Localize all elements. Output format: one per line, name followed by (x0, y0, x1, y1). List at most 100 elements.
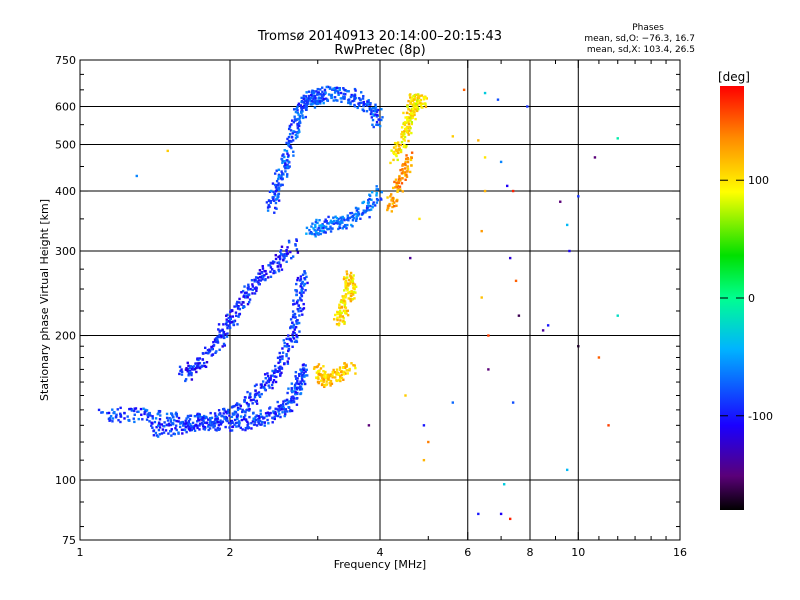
scatter-point (234, 421, 238, 425)
scatter-point (213, 424, 216, 428)
scatter-point (386, 196, 389, 199)
scatter-point (317, 93, 320, 96)
scatter-point (200, 365, 203, 368)
isolated-point (565, 223, 569, 227)
scatter-point (258, 416, 261, 420)
scatter-point (244, 418, 248, 421)
scatter-point (117, 419, 120, 422)
scatter-point (354, 89, 357, 92)
scatter-point (340, 370, 343, 374)
scatter-point (350, 280, 353, 284)
scatter-point (260, 392, 263, 396)
isolated-point (499, 160, 503, 164)
scatter-point (329, 230, 333, 233)
scatter-point (217, 328, 220, 331)
scatter-point (286, 337, 290, 340)
scatter-point (397, 144, 401, 147)
scatter-point (111, 408, 114, 411)
scatter-point (227, 316, 230, 320)
scatter-point (295, 322, 298, 325)
isolated-point (462, 88, 466, 92)
isolated-point (451, 135, 455, 138)
scatter-point (238, 421, 241, 425)
scatter-point (294, 118, 297, 121)
scatter-point (323, 220, 326, 223)
scatter-point (272, 190, 275, 193)
scatter-point (291, 390, 294, 393)
scatter-point (242, 295, 245, 298)
scatter-point (201, 358, 204, 361)
scatter-point (406, 125, 409, 129)
y-tick-label: 600 (55, 101, 76, 114)
scatter-point (404, 157, 408, 161)
isolated-point (496, 98, 500, 101)
scatter-point (207, 351, 211, 354)
scatter-point (203, 426, 207, 430)
scatter-point (341, 221, 344, 224)
scatter-point (179, 369, 182, 373)
scatter-point (198, 422, 202, 425)
scatter-point (258, 395, 262, 399)
scatter-point (357, 212, 360, 215)
scatter-point (400, 133, 403, 136)
scatter-point (323, 373, 326, 376)
scatter-point (295, 282, 298, 286)
scatter-point (305, 91, 308, 94)
isolated-point (616, 137, 619, 140)
scatter-point (317, 377, 320, 380)
scatter-point (400, 140, 404, 144)
scatter-point (401, 177, 404, 180)
scatter-point (299, 392, 303, 395)
scatter-point (319, 367, 323, 370)
scatter-point (283, 165, 286, 168)
scatter-point (414, 93, 418, 97)
scatter-point (329, 94, 333, 97)
scatter-point (348, 216, 352, 220)
scatter-point (412, 103, 415, 106)
scatter-point (344, 286, 348, 290)
scatter-point (276, 196, 279, 199)
scatter-point (253, 280, 256, 283)
scatter-point (278, 175, 281, 179)
scatter-point (292, 150, 295, 153)
scatter-point (312, 227, 315, 230)
scatter-point (342, 373, 346, 376)
scatter-point (370, 109, 373, 112)
scatter-point (222, 335, 225, 338)
scatter-point (405, 127, 408, 130)
scatter-point (305, 97, 309, 100)
scatter-point (232, 320, 236, 323)
scatter-point (371, 118, 375, 122)
scatter-point (210, 416, 214, 420)
scatter-point (348, 369, 351, 372)
scatter-point (180, 368, 183, 371)
scatter-point (338, 309, 342, 312)
scatter-point (347, 101, 350, 105)
scatter-point (225, 314, 228, 317)
scatter-point (292, 108, 296, 111)
x-tick-label: 8 (527, 546, 534, 559)
scatter-point (290, 401, 293, 404)
scatter-point (216, 338, 219, 341)
scatter-point (182, 424, 185, 427)
scatter-point (164, 429, 168, 432)
scatter-point (219, 423, 223, 426)
scatter-point (301, 379, 304, 382)
scatter-point (222, 407, 226, 411)
scatter-point (236, 323, 239, 326)
scatter-point (416, 93, 420, 96)
scatter-point (395, 204, 398, 207)
scatter-point (282, 153, 285, 156)
scatter-point (408, 125, 411, 129)
scatter-point (286, 159, 289, 162)
scatter-point (322, 225, 325, 228)
scatter-point (196, 426, 199, 430)
scatter-point (281, 357, 284, 361)
scatter-point (279, 265, 282, 268)
scatter-point (257, 279, 261, 282)
scatter-point (266, 374, 270, 378)
scatter-point (197, 418, 200, 422)
scatter-point (269, 201, 272, 205)
scatter-point (268, 264, 272, 267)
scatter-point (216, 340, 219, 344)
